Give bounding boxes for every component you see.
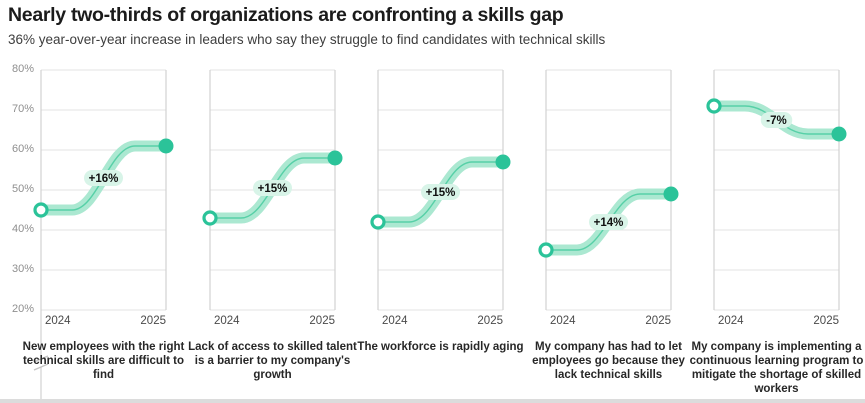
slope-chart-svg: +14% bbox=[538, 69, 679, 311]
change-label: +15% bbox=[426, 187, 456, 199]
page-subtitle: 36% year-over-year increase in leaders w… bbox=[8, 32, 606, 47]
header: Nearly two-thirds of organizations are c… bbox=[8, 2, 858, 48]
change-label: -7% bbox=[766, 115, 786, 127]
slope-chart-svg: +15% bbox=[370, 69, 511, 311]
slope-panel-difficult-to-find: +16% 2024 2025 New employees with the ri… bbox=[23, 60, 184, 403]
end-marker-2025 bbox=[831, 126, 847, 142]
x-tick-2025: 2025 bbox=[140, 315, 166, 327]
x-tick-2025: 2025 bbox=[477, 315, 503, 327]
start-marker-2024 bbox=[33, 202, 49, 218]
change-label: +15% bbox=[258, 183, 288, 195]
y-tick-label: 50% bbox=[11, 183, 34, 195]
charts-row: 80% 70% 60% 50% 40% 30% 20% +16% 2024 2025 New… bbox=[0, 60, 865, 403]
y-tick-label: 30% bbox=[11, 263, 34, 275]
change-pill bbox=[84, 170, 123, 186]
axis-break-icon bbox=[33, 363, 49, 371]
change-pill bbox=[253, 180, 292, 196]
end-marker-2025 bbox=[327, 150, 343, 166]
end-marker-2025 bbox=[495, 154, 511, 170]
y-tick-label: 40% bbox=[11, 223, 34, 235]
panel-caption: New employees with the right technical s… bbox=[22, 341, 185, 381]
slope-panel-workforce-aging: +15% 2024 2025 The workforce is rapidly … bbox=[357, 60, 524, 403]
end-marker-2025 bbox=[158, 138, 174, 154]
x-tick-2024: 2024 bbox=[214, 315, 240, 327]
x-tick-2024: 2024 bbox=[718, 315, 744, 327]
panel-caption: My company is implementing a continuous … bbox=[689, 341, 864, 395]
start-marker-2024 bbox=[202, 210, 218, 226]
y-tick-label: 60% bbox=[11, 143, 34, 155]
slope-chart-svg: +16% bbox=[33, 69, 174, 399]
y-tick-label: 20% bbox=[11, 303, 34, 315]
start-marker-2024 bbox=[538, 242, 554, 258]
change-pill bbox=[760, 112, 793, 128]
change-pill bbox=[589, 214, 628, 230]
x-tick-2024: 2024 bbox=[550, 315, 576, 327]
slope-chart-svg: -7% bbox=[706, 69, 847, 311]
panel-caption: The workforce is rapidly aging bbox=[357, 341, 524, 353]
y-tick-label: 80% bbox=[11, 63, 34, 75]
panel-caption: My company has had to let employees go b… bbox=[532, 341, 685, 381]
x-tick-2025: 2025 bbox=[645, 315, 671, 327]
x-tick-2025: 2025 bbox=[813, 315, 839, 327]
change-label: +16% bbox=[89, 173, 119, 185]
x-tick-2024: 2024 bbox=[45, 315, 71, 327]
change-label: +14% bbox=[594, 217, 624, 229]
start-marker-2024 bbox=[370, 214, 386, 230]
x-tick-2024: 2024 bbox=[382, 315, 408, 327]
slope-panel-talent-barrier: +15% 2024 2025 Lack of access to skilled… bbox=[188, 60, 357, 403]
change-pill bbox=[421, 184, 460, 200]
x-tick-2025: 2025 bbox=[309, 315, 335, 327]
end-marker-2025 bbox=[663, 186, 679, 202]
panel-caption: Lack of access to skilled talent is a ba… bbox=[188, 341, 357, 381]
start-marker-2024 bbox=[706, 98, 722, 114]
slope-panel-continuous-learning: -7% 2024 2025 My company is implementing… bbox=[690, 60, 863, 403]
slope-panel-let-employees-go: +14% 2024 2025 My company has had to let… bbox=[532, 60, 685, 403]
y-tick-label: 70% bbox=[11, 103, 34, 115]
page-title: Nearly two-thirds of organizations are c… bbox=[8, 4, 564, 26]
axis-break-icon bbox=[33, 355, 49, 363]
bottom-edge-strip bbox=[0, 399, 865, 403]
slope-chart-svg: +15% bbox=[202, 69, 343, 311]
y-axis-tick-labels: 80% 70% 60% 50% 40% 30% 20% bbox=[0, 60, 36, 320]
